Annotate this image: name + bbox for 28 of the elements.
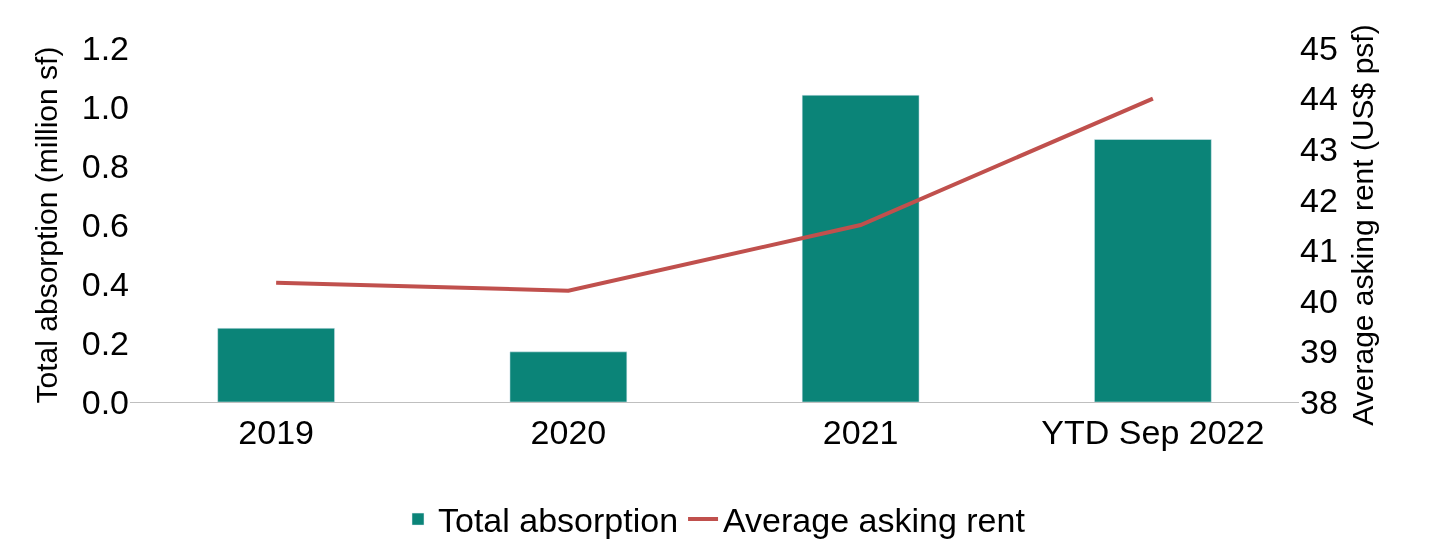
legend-label: Average asking rent: [723, 501, 1026, 540]
y2-tick-label: 40: [1300, 281, 1338, 320]
y-tick-label: 0.4: [81, 264, 129, 303]
y-tick-label: 1.2: [81, 28, 129, 67]
y2-tick-label: 41: [1300, 231, 1338, 270]
y-tick-label: 0.6: [81, 205, 129, 244]
line-series: [274, 96, 1155, 293]
x-tick-label: YTD Sep 2022: [1041, 412, 1265, 451]
y2-tick-label: 42: [1300, 180, 1338, 219]
x-tick-label: 2019: [238, 412, 314, 451]
legend-label: Total absorption: [438, 501, 679, 540]
bar: [1094, 139, 1212, 402]
bar: [509, 351, 628, 402]
x-tick-label: 2021: [822, 412, 899, 451]
y2-tick-label: 45: [1300, 28, 1338, 67]
y2-tick-label: 38: [1300, 382, 1338, 421]
y2-tick-label: 39: [1300, 332, 1338, 371]
y-tick-label: 1.0: [81, 87, 129, 126]
y2-tick-label: 43: [1300, 130, 1338, 169]
bar: [801, 94, 920, 402]
x-tick-label: 2020: [530, 412, 607, 451]
y2-tick-label: 44: [1300, 79, 1338, 118]
y2-axis-title: Average asking rent (US$ psf): [1346, 24, 1380, 426]
y-tick-label: 0.2: [81, 323, 129, 362]
y-tick-label: 0.0: [81, 382, 129, 421]
y-tick-label: 0.8: [81, 146, 129, 185]
y-axis-title: Total absorption (million sf): [29, 46, 63, 404]
bar: [217, 328, 335, 402]
